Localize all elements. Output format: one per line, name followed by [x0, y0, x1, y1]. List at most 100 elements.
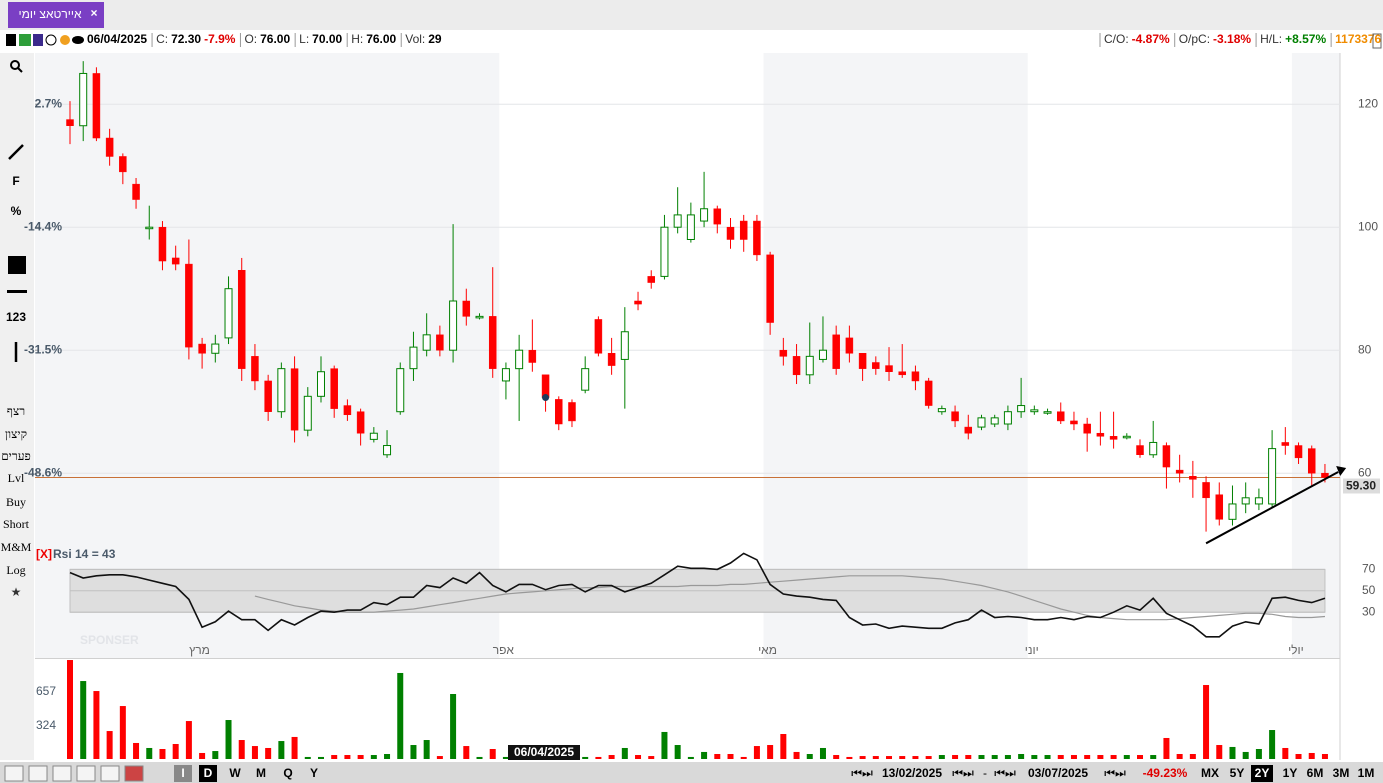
icon[interactable]: [60, 35, 70, 45]
toolbar-item[interactable]: Log: [6, 563, 25, 577]
volume-bar: [872, 756, 879, 759]
header-icons: [6, 34, 84, 46]
candle-body: [660, 226, 669, 277]
symbol-id: 1173376: [1335, 32, 1381, 46]
period-button[interactable]: [305, 765, 323, 782]
period-button[interactable]: [199, 765, 217, 782]
candle-body: [700, 208, 709, 222]
range-label[interactable]: 2Y: [1255, 766, 1270, 780]
range-button[interactable]: [1251, 765, 1273, 782]
period-button[interactable]: [226, 765, 244, 782]
volume-bar: [833, 755, 840, 759]
toolbar-item[interactable]: קיצון: [5, 427, 27, 441]
volume-tick-label: 657: [36, 684, 56, 698]
icon[interactable]: [6, 34, 16, 46]
candle-body: [1136, 445, 1144, 455]
rsi-close[interactable]: [X]: [36, 547, 52, 561]
volume-bar: [199, 752, 206, 759]
candle-body: [1122, 435, 1131, 439]
candle-body: [1215, 494, 1224, 520]
tool-star[interactable]: ★: [11, 585, 22, 599]
toolbar-item[interactable]: רצף: [7, 404, 25, 418]
nav-arrows[interactable]: ⏮⏭: [952, 766, 974, 780]
toolbar-item[interactable]: %: [11, 204, 22, 218]
volume-bar: [106, 731, 113, 759]
volume-bar: [476, 756, 483, 759]
bottom-icon[interactable]: [4, 765, 24, 782]
candle-body: [686, 214, 695, 240]
candle-body: [845, 337, 854, 354]
candle-body: [1307, 448, 1316, 474]
volume-bar: [1110, 755, 1117, 759]
candle-body: [898, 371, 906, 376]
toolbar-item[interactable]: פערים: [1, 449, 31, 463]
volume-bar: [635, 755, 642, 759]
candle-body: [1175, 469, 1184, 474]
range-label[interactable]: 3M: [1333, 766, 1350, 780]
volume-bar: [410, 745, 417, 759]
info-label: H/L:: [1260, 32, 1282, 46]
tool-line[interactable]: [8, 144, 24, 160]
period-button[interactable]: [252, 765, 270, 782]
range-label[interactable]: 1Y: [1283, 766, 1298, 780]
bottom-icon[interactable]: [76, 765, 96, 782]
bottom-icon[interactable]: [100, 765, 120, 782]
bottom-bar: [0, 762, 1383, 783]
candle-body: [1057, 411, 1065, 422]
nav-arrows[interactable]: ⏮⏭: [1104, 766, 1126, 780]
toolbar-item[interactable]: Short: [3, 517, 30, 531]
nav-arrows[interactable]: ⏮⏭: [851, 766, 873, 780]
candle-body: [951, 411, 959, 422]
toolbar-item[interactable]: 123: [6, 310, 26, 324]
range-label[interactable]: 6M: [1307, 766, 1324, 780]
volume-bar: [1004, 755, 1011, 759]
candle-body: [330, 368, 338, 409]
period-label[interactable]: Y: [310, 766, 318, 780]
tab[interactable]: [8, 2, 104, 28]
volume-bar: [80, 681, 87, 759]
info-value: 76.00: [260, 32, 290, 46]
candle-body: [343, 405, 352, 416]
icon[interactable]: [19, 34, 31, 46]
candle-body: [224, 288, 233, 339]
bottom-icon[interactable]: [124, 765, 144, 782]
volume-bar: [859, 756, 866, 759]
toolbar-item[interactable]: Buy: [6, 495, 26, 509]
icon[interactable]: [45, 34, 57, 46]
volume-bar: [846, 756, 853, 759]
tool-color[interactable]: [8, 256, 26, 274]
bottom-icon[interactable]: [52, 765, 72, 782]
period-label[interactable]: D: [204, 766, 213, 780]
candle-body: [515, 349, 524, 370]
period-button[interactable]: [279, 765, 297, 782]
candle-body: [977, 417, 986, 428]
period-button[interactable]: [174, 765, 192, 782]
tab-title[interactable]: איירטאצ יומי: [18, 7, 81, 21]
toolbar-item[interactable]: Lvl: [8, 471, 25, 485]
candle-body: [647, 276, 655, 283]
volume-bar: [344, 755, 351, 759]
range-end: 03/07/2025: [1028, 766, 1088, 780]
tab-close[interactable]: ×: [90, 6, 97, 20]
toolbar-item[interactable]: M&M: [1, 540, 32, 554]
icon[interactable]: [72, 36, 84, 44]
range-label[interactable]: MX: [1201, 766, 1219, 780]
range-label[interactable]: 1M: [1358, 766, 1375, 780]
volume-bar: [370, 755, 377, 759]
period-label[interactable]: Q: [283, 766, 292, 780]
nav-arrows[interactable]: ⏮⏭: [994, 766, 1016, 780]
toolbar-item[interactable]: F: [12, 174, 19, 188]
candle-body: [990, 417, 999, 425]
icon[interactable]: [33, 34, 43, 46]
period-label[interactable]: W: [229, 766, 241, 780]
bottom-icon[interactable]: [28, 765, 48, 782]
info-label: O/pC:: [1179, 32, 1210, 46]
period-label[interactable]: I: [181, 766, 184, 780]
volume-bar: [701, 751, 708, 759]
tool-search[interactable]: [10, 60, 20, 70]
period-label[interactable]: M: [256, 766, 266, 780]
candle-body: [1228, 503, 1237, 520]
range-label[interactable]: 5Y: [1230, 766, 1245, 780]
tool-width[interactable]: [7, 290, 27, 293]
menu-button[interactable]: [1372, 33, 1382, 49]
